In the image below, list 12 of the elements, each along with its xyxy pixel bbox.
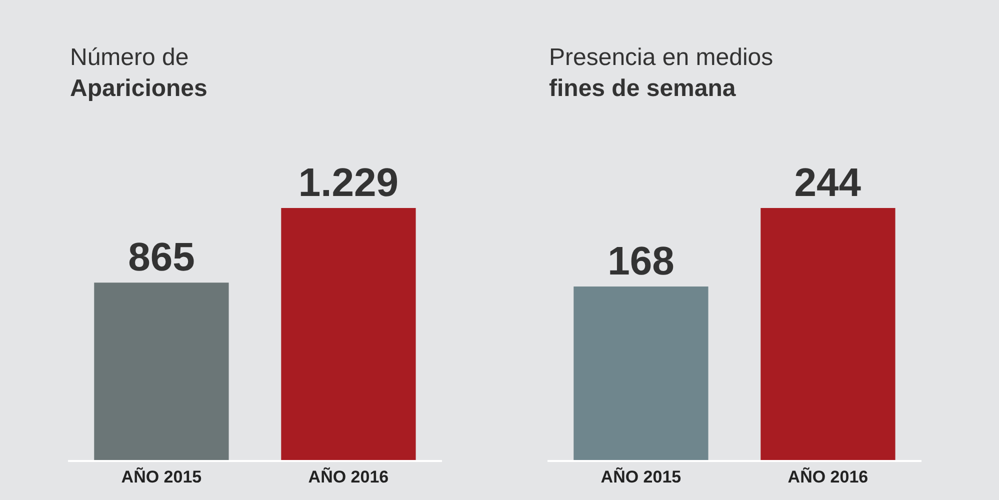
- x-tick-label: AÑO 2015: [121, 466, 202, 486]
- data-label: 1.229: [298, 161, 399, 206]
- chart-subtitle: fines de semana: [549, 75, 736, 102]
- x-tick-label: AÑO 2015: [600, 466, 682, 486]
- x-tick-label: AÑO 2016: [308, 466, 389, 486]
- data-label: 244: [794, 161, 862, 206]
- x-tick-label: AÑO 2016: [788, 466, 868, 486]
- chart-title: Número de: [70, 44, 189, 71]
- chart-subtitle: Apariciones: [70, 75, 208, 102]
- chart-title: Presencia en medios: [549, 44, 774, 71]
- data-label: 168: [608, 240, 674, 284]
- data-label: 865: [128, 236, 195, 280]
